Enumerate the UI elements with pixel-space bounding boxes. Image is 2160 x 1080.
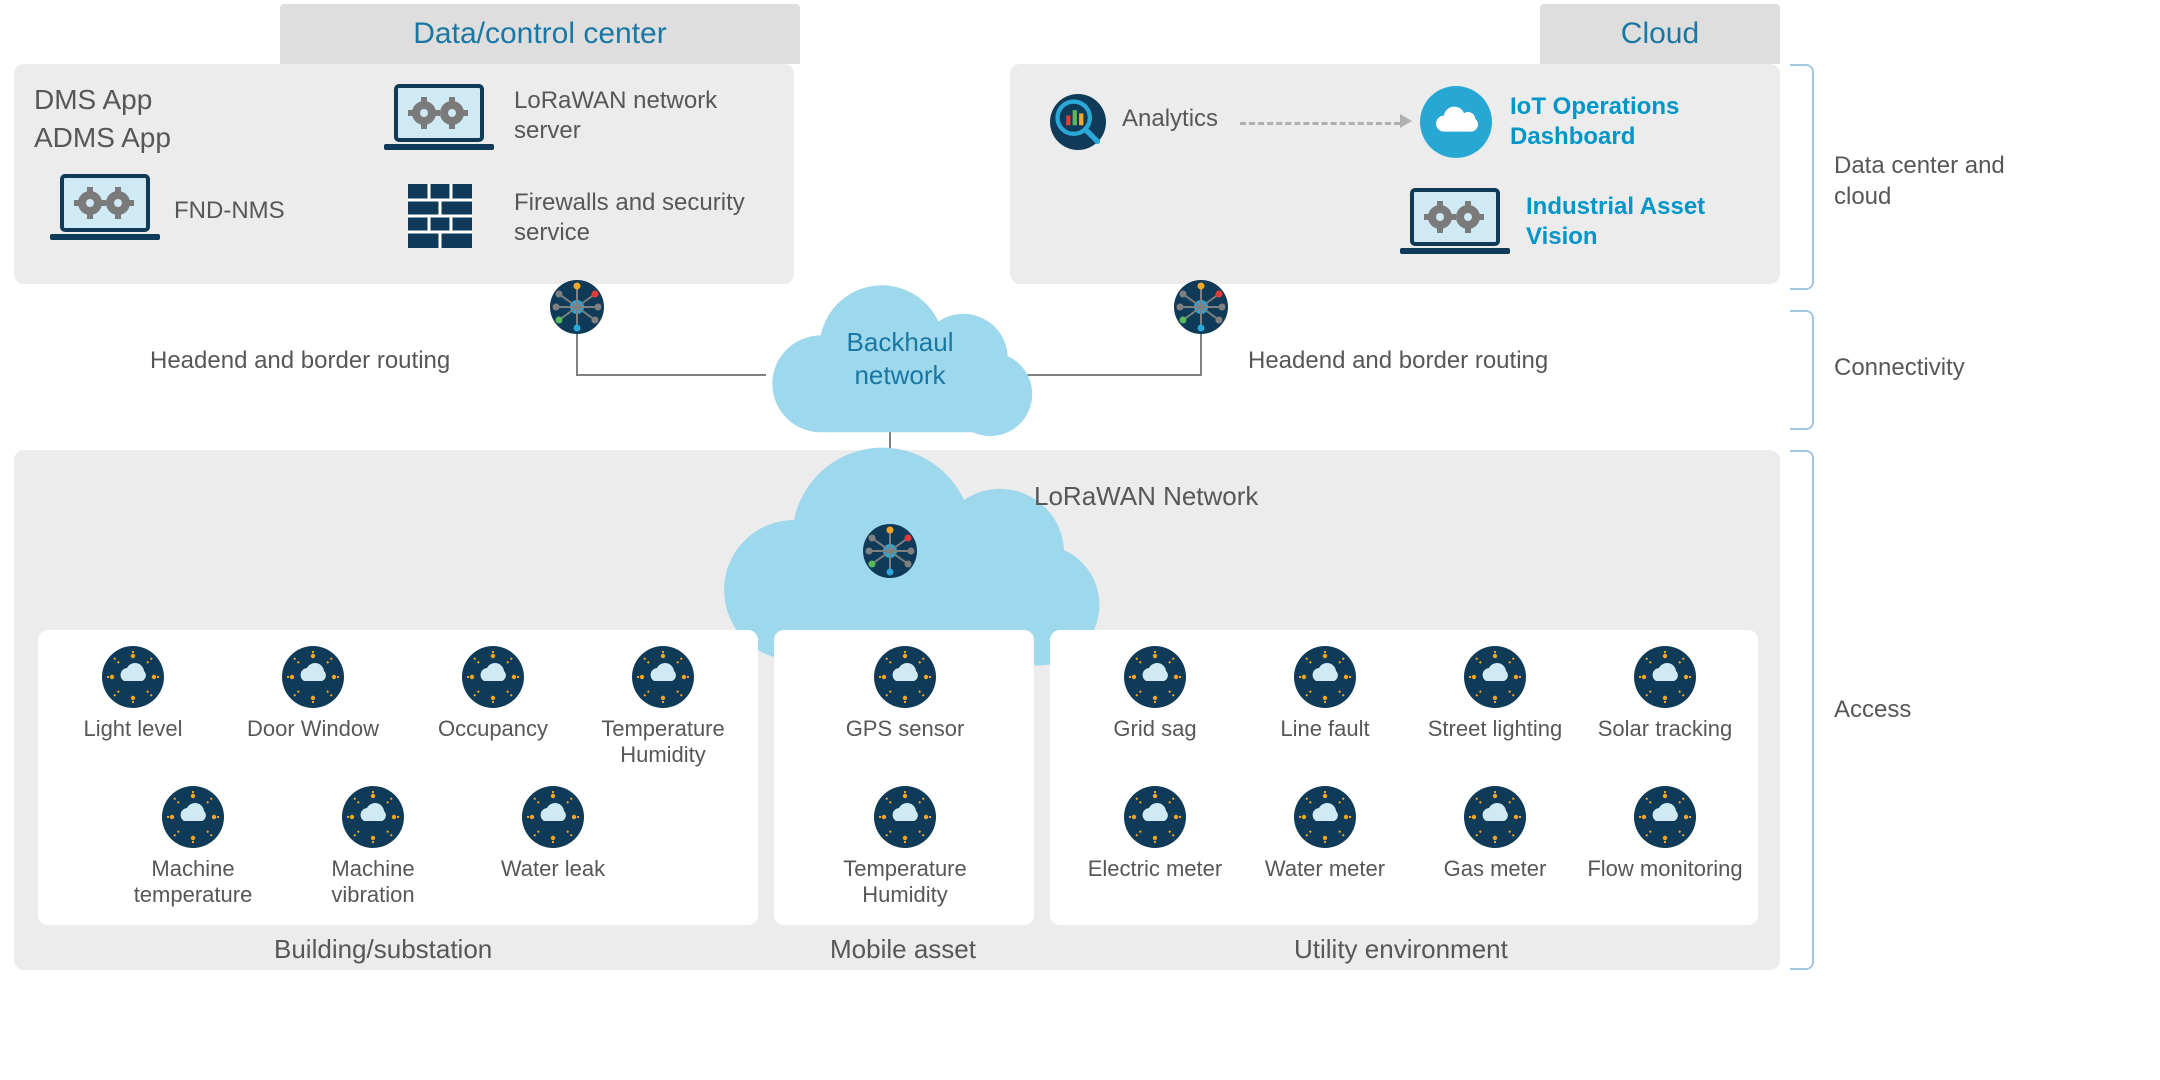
legend: Data center and cloud Connectivity Acces… — [1790, 0, 2150, 1080]
sensor-grid-sag: Grid sag — [1070, 646, 1240, 742]
sensor-label: Door Window — [228, 716, 398, 742]
sensor-label: Temperature Humidity — [820, 856, 990, 909]
panel-data-center: DMS App ADMS App FND-NMS LoRaWAN network… — [14, 64, 794, 284]
legend-connectivity: Connectivity — [1834, 352, 1965, 383]
router-icon — [1174, 280, 1228, 334]
sensor-label: Machine vibration — [288, 856, 458, 909]
sensor-door-window: Door Window — [228, 646, 398, 742]
analytics-icon — [1050, 94, 1106, 150]
panel-access: LoRaWAN Network Light level Door Window … — [14, 450, 1780, 970]
analytics-label: Analytics — [1122, 104, 1218, 134]
header-tab-data-center: Data/control center — [280, 4, 800, 64]
router-icon — [863, 524, 917, 578]
bracket-icon — [1790, 310, 1814, 430]
firewall-label: Firewalls and security service — [514, 188, 754, 248]
sensor-label: Line fault — [1240, 716, 1410, 742]
connector — [576, 374, 766, 376]
app-label: ADMS App — [34, 120, 171, 155]
sensor-label: Occupancy — [408, 716, 578, 742]
sensor-label: Grid sag — [1070, 716, 1240, 742]
sensor-solar-tracking: Solar tracking — [1580, 646, 1750, 742]
connector — [576, 334, 578, 374]
sensor-line-fault: Line fault — [1240, 646, 1410, 742]
sensor-light-level: Light level — [48, 646, 218, 742]
lorawan-net-label: LoRaWAN Network — [1034, 480, 1258, 513]
building-caption: Building/substation — [274, 934, 492, 965]
headend-right-label: Headend and border routing — [1248, 346, 1548, 376]
laptop-icon — [1400, 188, 1510, 258]
sensor-flow-monitoring: Flow monitoring — [1580, 786, 1750, 882]
utility-caption: Utility environment — [1294, 934, 1508, 965]
router-icon — [550, 280, 604, 334]
sensor-water-meter: Water meter — [1240, 786, 1410, 882]
sensor-label: Temperature Humidity — [578, 716, 748, 769]
sensor-label: Water leak — [468, 856, 638, 882]
mobile-caption: Mobile asset — [830, 934, 976, 965]
sensor-label: Solar tracking — [1580, 716, 1750, 742]
laptop-icon — [384, 84, 494, 154]
sensor-label: GPS sensor — [820, 716, 990, 742]
sensor-temp-humidity: Temperature Humidity — [578, 646, 748, 769]
app-label: DMS App — [34, 82, 152, 117]
sensor-label: Electric meter — [1070, 856, 1240, 882]
sensor-gas-meter: Gas meter — [1410, 786, 1580, 882]
sensor-label: Water meter — [1240, 856, 1410, 882]
sensor-label: Flow monitoring — [1580, 856, 1750, 882]
bracket-icon — [1790, 450, 1814, 970]
sensor-machine-vibration: Machine vibration — [288, 786, 458, 909]
laptop-icon — [50, 174, 160, 244]
legend-dc-cloud: Data center and cloud — [1834, 150, 2034, 212]
header-label: Data/control center — [413, 17, 666, 51]
iav-label: Industrial Asset Vision — [1526, 192, 1726, 252]
sensor-gps: GPS sensor — [820, 646, 990, 742]
fnd-nms-label: FND-NMS — [174, 196, 285, 226]
dashed-arrow — [1240, 122, 1400, 125]
diagram-root: Data/control center Cloud DMS App ADMS A… — [0, 0, 1780, 1080]
backhaul-label: Backhaul network — [840, 326, 960, 391]
sensor-machine-temp: Machine temperature — [108, 786, 278, 909]
sensor-label: Gas meter — [1410, 856, 1580, 882]
sensor-label: Machine temperature — [108, 856, 278, 909]
legend-access: Access — [1834, 694, 1911, 725]
cloud-circle-icon — [1420, 86, 1492, 158]
sensor-temp-humidity-mobile: Temperature Humidity — [820, 786, 990, 909]
sensor-label: Street lighting — [1410, 716, 1580, 742]
panel-cloud: Analytics IoT Operations Dashboard Indus… — [1010, 64, 1780, 284]
bracket-icon — [1790, 64, 1814, 290]
arrow-head-icon — [1400, 114, 1412, 128]
sensor-street-lighting: Street lighting — [1410, 646, 1580, 742]
firewall-icon — [408, 184, 472, 248]
lorawan-server-label: LoRaWAN network server — [514, 86, 744, 146]
sensor-water-leak: Water leak — [468, 786, 638, 882]
sensor-occupancy: Occupancy — [408, 646, 578, 742]
headend-left-label: Headend and border routing — [150, 346, 450, 376]
header-tab-cloud: Cloud — [1540, 4, 1780, 64]
iot-dashboard-label: IoT Operations Dashboard — [1510, 92, 1740, 152]
connector — [1014, 374, 1202, 376]
sensor-label: Light level — [48, 716, 218, 742]
sensor-electric-meter: Electric meter — [1070, 786, 1240, 882]
header-label: Cloud — [1621, 17, 1699, 51]
connector — [1200, 334, 1202, 374]
